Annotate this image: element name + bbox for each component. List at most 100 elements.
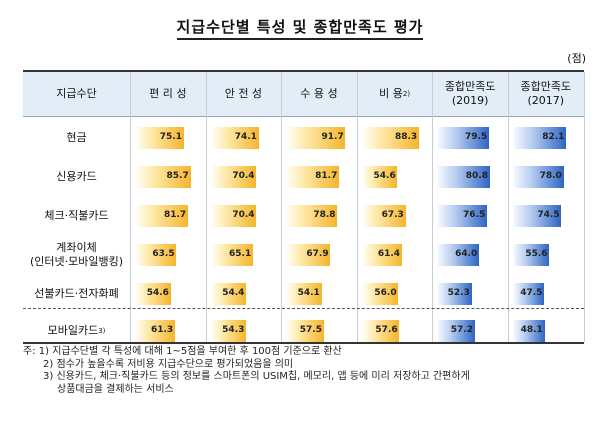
value-label-safety: 70.4 bbox=[232, 170, 255, 181]
value-label-safety: 65.1 bbox=[229, 248, 252, 259]
value-label-convenience: 63.5 bbox=[152, 248, 175, 259]
value-label-sat2017: 82.1 bbox=[542, 131, 565, 142]
value-label-sat2019: 64.0 bbox=[455, 248, 478, 259]
bar-convenience bbox=[136, 126, 184, 149]
value-label-cost: 57.6 bbox=[375, 324, 398, 335]
header-separator bbox=[23, 116, 584, 117]
column-header-cost: 비 용 2) bbox=[379, 87, 411, 100]
bar-sat2017 bbox=[514, 282, 545, 305]
value-label-cost: 67.3 bbox=[381, 209, 404, 220]
unit-label: (점) bbox=[567, 52, 586, 65]
bar-cost bbox=[362, 243, 402, 266]
bar-safety bbox=[211, 126, 259, 149]
value-label-sat2019: 52.3 bbox=[447, 287, 470, 298]
footnote-3: 3) 신용카드, 체크·직불카드 등의 정보를 스마트폰의 USIM칩, 메모리… bbox=[43, 371, 470, 382]
value-label-convenience: 85.7 bbox=[166, 170, 189, 181]
row-label: 체크·직불카드 bbox=[44, 208, 109, 222]
bar-sat2019 bbox=[438, 165, 490, 188]
bar-convenience bbox=[136, 204, 188, 227]
value-label-sat2019: 79.5 bbox=[464, 131, 488, 142]
value-label-convenience: 61.3 bbox=[150, 324, 174, 335]
bar-convenience bbox=[136, 165, 191, 188]
bar-convenience bbox=[136, 243, 177, 266]
bar-cost bbox=[362, 165, 398, 188]
column-divider bbox=[508, 72, 509, 342]
bar-convenience bbox=[136, 282, 171, 305]
bar-safety bbox=[211, 165, 257, 188]
row-label: 계좌이체 (인터넷·모바일뱅킹) bbox=[29, 240, 124, 268]
bar-safety bbox=[211, 282, 247, 305]
bar-acceptance bbox=[287, 282, 322, 305]
column-divider bbox=[281, 72, 283, 342]
bar-sat2017 bbox=[514, 243, 550, 266]
header-background bbox=[23, 72, 584, 116]
value-label-cost: 56.0 bbox=[374, 287, 397, 298]
value-label-acceptance: 81.7 bbox=[315, 170, 338, 181]
column-header-sup: 2) bbox=[402, 90, 411, 98]
value-label-acceptance: 78.8 bbox=[313, 209, 336, 220]
column-divider bbox=[130, 72, 131, 342]
bar-sat2017 bbox=[514, 165, 564, 188]
value-label-sat2017: 48.1 bbox=[520, 324, 543, 335]
column-divider bbox=[205, 72, 207, 342]
column-header-safety: 안 전 성 bbox=[224, 87, 263, 100]
column-divider bbox=[432, 72, 434, 342]
chart-table: 지급수단 편 리 성 안 전 성 수 용 성 비 용 2) 종합만족도 (2019) 종합만족… bbox=[23, 70, 585, 344]
value-label-cost: 61.4 bbox=[377, 248, 401, 259]
row-label: 모바일카드 3) bbox=[47, 323, 106, 337]
value-label-sat2017: 55.6 bbox=[525, 248, 548, 259]
value-label-sat2019: 76.5 bbox=[463, 209, 486, 220]
bar-safety bbox=[211, 204, 257, 227]
footnotes: 주: 1) 지급수단별 각 특성에 대해 1~5점을 부여한 후 100점 기준… bbox=[23, 346, 470, 396]
value-label-acceptance: 57.5 bbox=[299, 324, 322, 335]
footnote-3-cont: 상품대금을 결제하는 서비스 bbox=[57, 383, 174, 395]
value-label-safety: 70.4 bbox=[232, 209, 255, 220]
value-label-acceptance: 91.7 bbox=[321, 131, 344, 142]
bar-cost bbox=[362, 319, 400, 342]
value-label-convenience: 75.1 bbox=[159, 131, 182, 142]
row-label: 신용카드 bbox=[56, 169, 97, 183]
column-header-acceptance: 수 용 성 bbox=[300, 87, 338, 100]
bar-acceptance bbox=[287, 243, 331, 266]
bar-sat2019 bbox=[438, 204, 488, 227]
bar-acceptance bbox=[287, 126, 346, 149]
bar-convenience bbox=[136, 319, 175, 342]
bar-sat2017 bbox=[514, 204, 562, 227]
bar-acceptance bbox=[287, 204, 338, 227]
row-label: 현금 bbox=[66, 130, 87, 144]
row-header-label: 지급수단 bbox=[56, 87, 97, 100]
value-label-cost: 54.6 bbox=[373, 170, 396, 181]
column-header-convenience: 편 리 성 bbox=[149, 87, 187, 100]
value-label-sat2019: 57.2 bbox=[450, 324, 473, 335]
bar-acceptance bbox=[287, 165, 340, 188]
value-label-safety: 54.3 bbox=[222, 324, 245, 335]
value-label-convenience: 81.7 bbox=[163, 209, 187, 220]
value-label-sat2019: 80.8 bbox=[465, 170, 488, 181]
row-label-sup: 3) bbox=[98, 326, 106, 335]
value-label-sat2017: 74.5 bbox=[537, 209, 560, 220]
value-label-safety: 54.4 bbox=[222, 287, 245, 298]
value-label-convenience: 54.6 bbox=[146, 287, 169, 298]
column-divider bbox=[356, 72, 358, 342]
value-label-cost: 88.3 bbox=[394, 131, 418, 142]
value-label-acceptance: 67.9 bbox=[306, 248, 329, 259]
bar-cost bbox=[362, 282, 399, 305]
mobile-card-separator bbox=[23, 308, 584, 309]
bar-cost bbox=[362, 204, 406, 227]
column-header-sat2017: 종합만족도 (2017) bbox=[520, 80, 572, 107]
footnote-1: 주: 1) 지급수단별 각 특성에 대해 1~5점을 부여한 후 100점 기준… bbox=[23, 346, 342, 357]
bar-safety bbox=[211, 319, 247, 342]
footnote-2: 2) 점수가 높을수록 저비용 지급수단으로 평가되었음을 의미 bbox=[43, 358, 294, 370]
column-divider bbox=[583, 72, 585, 342]
value-label-acceptance: 54.1 bbox=[297, 287, 320, 298]
bar-sat2019 bbox=[438, 243, 480, 266]
bar-sat2019 bbox=[438, 319, 475, 342]
value-label-sat2017: 47.5 bbox=[520, 287, 543, 298]
bar-sat2019 bbox=[438, 126, 489, 149]
chart-title: 지급수단별 특성 및 종합만족도 평가 bbox=[0, 16, 600, 40]
bar-sat2017 bbox=[514, 319, 545, 342]
bar-sat2017 bbox=[514, 126, 567, 149]
bar-safety bbox=[211, 243, 253, 266]
column-header-sat2019: 종합만족도 (2019) bbox=[444, 80, 496, 107]
value-label-safety: 74.1 bbox=[234, 131, 257, 142]
